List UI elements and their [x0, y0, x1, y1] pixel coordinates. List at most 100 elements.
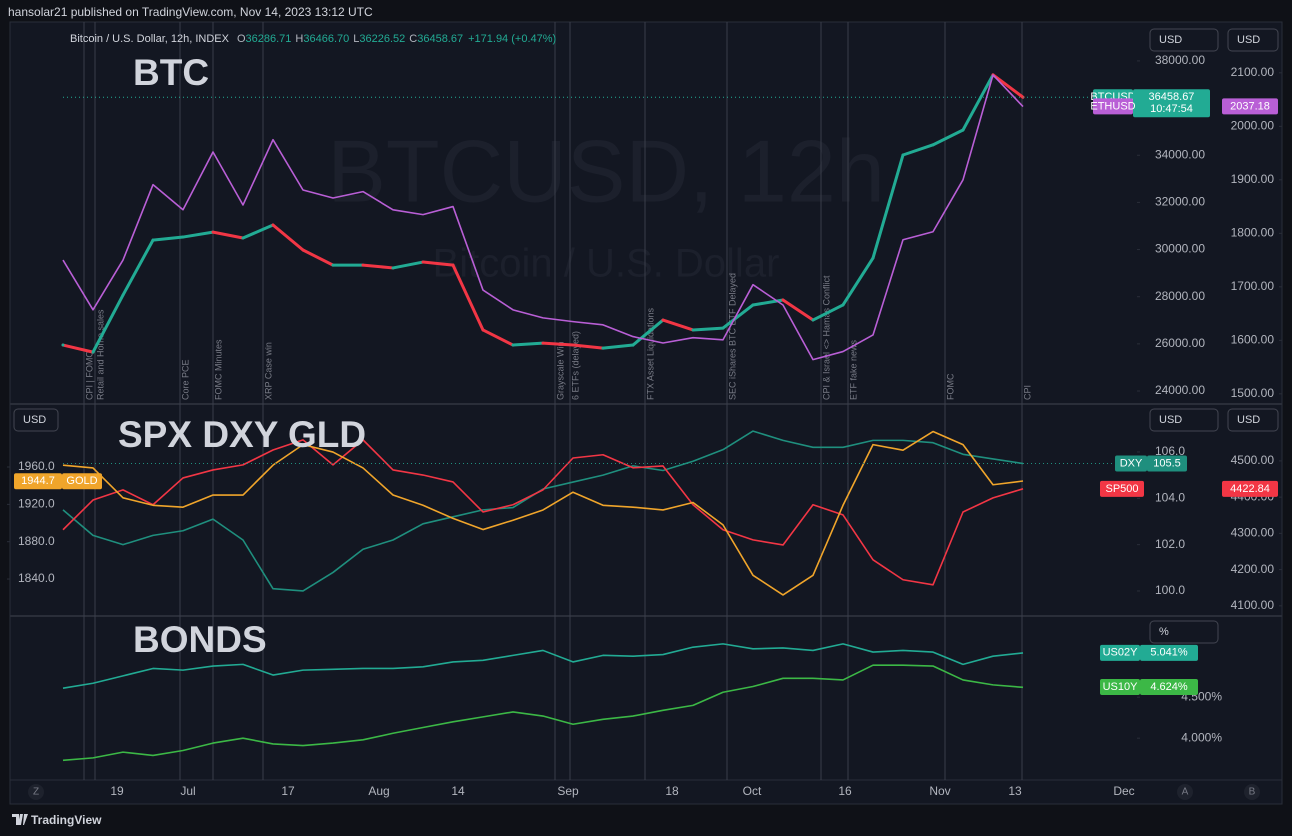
- y-tick-label: 26000.00: [1155, 336, 1205, 350]
- corner-button: [1244, 784, 1260, 800]
- price-segment: [241, 223, 275, 240]
- price-segment: [991, 73, 1025, 99]
- corner-button: [28, 784, 44, 800]
- series-line: [62, 664, 1024, 762]
- x-tick-label: 16: [838, 784, 852, 798]
- tag-value: 1944.7: [21, 475, 55, 487]
- y-tick-label: 100.0: [1155, 583, 1185, 597]
- pane-title: BTC: [133, 52, 209, 93]
- corner-button-label: B: [1249, 787, 1256, 798]
- watermark-subtitle: Bitcoin / U.S. Dollar: [433, 242, 780, 286]
- event-label: FOMC: [945, 373, 955, 400]
- tag-value: 105.5: [1153, 457, 1181, 469]
- legend-item: L: [353, 33, 359, 45]
- price-segment: [91, 293, 125, 354]
- price-segment: [961, 73, 995, 132]
- event-label: Grayscale Win: [555, 341, 565, 400]
- tag-value: 36458.67: [1149, 91, 1195, 103]
- price-segment: [691, 326, 725, 332]
- y2-tick-label: 1600.00: [1231, 333, 1275, 347]
- y-tick-label: 34000.00: [1155, 147, 1205, 161]
- publisher: hansolar21 published on TradingView.com,…: [8, 5, 373, 19]
- x-tick-label: Sep: [557, 784, 579, 798]
- y3-tick-label: 1880.0: [18, 534, 55, 548]
- y2-tick-label: 1700.00: [1231, 279, 1275, 293]
- y3-tick-label: 1840.0: [18, 571, 55, 585]
- price-segment: [781, 298, 815, 322]
- x-tick-label: Nov: [929, 784, 950, 798]
- legend-item: +171.94 (+0.47%): [468, 33, 556, 45]
- corner-button-label: Z: [33, 787, 39, 798]
- unit-label: USD: [1237, 34, 1260, 46]
- event-label: XRP Case win: [263, 342, 273, 400]
- price-segment: [601, 343, 635, 350]
- tag-name: DXY: [1120, 457, 1143, 469]
- event-label: CPI & Israel <> Hamas Conflict: [821, 275, 831, 400]
- tag-name-box: [1100, 644, 1140, 661]
- price-segment: [451, 263, 485, 332]
- legend-item: O: [237, 33, 246, 45]
- chart-panel: [9, 21, 1283, 805]
- tag-value: 2037.18: [1230, 100, 1270, 112]
- price-segment: [181, 230, 215, 239]
- pane-title: SPX DXY GLD: [118, 414, 366, 455]
- legend-item: H: [295, 33, 303, 45]
- tag-value: 4422.84: [1230, 483, 1270, 495]
- price-segment: [661, 318, 695, 332]
- unit-label: USD: [1237, 414, 1260, 426]
- price-segment: [61, 343, 95, 354]
- legend-item: 36286.71: [246, 33, 292, 45]
- tag-name: ETHUSD: [1090, 100, 1135, 112]
- unit-button: [1149, 408, 1219, 432]
- tag-name-box: [1100, 480, 1144, 497]
- legend: Bitcoin / U.S. Dollar, 12h, INDEX O36286.…: [70, 33, 556, 45]
- price-segment: [301, 248, 335, 267]
- y2-tick-label: 1900.00: [1231, 172, 1275, 186]
- unit-label: USD: [23, 414, 46, 426]
- price-segment: [931, 128, 965, 147]
- price-segment: [841, 256, 875, 307]
- price-segment: [151, 235, 185, 242]
- tag-name-box: [1115, 455, 1147, 472]
- x-tick-label: 17: [281, 784, 295, 798]
- event-label: Core PCE: [180, 359, 190, 400]
- pane-title: BONDS: [133, 619, 267, 660]
- event-label: CPI | FOMC: [84, 351, 94, 400]
- y2-tick-label: 2100.00: [1231, 65, 1275, 79]
- price-segment: [871, 153, 905, 260]
- event-label: ETF fake news: [848, 339, 858, 400]
- x-tick-label: Jul: [180, 784, 195, 798]
- legend-item: 36226.52: [359, 33, 405, 45]
- watermark: BTCUSD, 12h: [327, 121, 885, 220]
- y2-tick-label: 4300.00: [1231, 526, 1275, 540]
- corner-button: [1177, 784, 1193, 800]
- price-segment: [811, 303, 845, 322]
- unit-label: USD: [1159, 34, 1182, 46]
- tag-name: GOLD: [66, 475, 97, 487]
- unit-label: USD: [1159, 414, 1182, 426]
- countdown: 10:47:54: [1150, 103, 1193, 115]
- y-tick-label: 106.0: [1155, 444, 1185, 458]
- event-label: 6 ETFs (delayed): [570, 331, 580, 400]
- unit-button: [1227, 408, 1279, 432]
- x-tick-label: Dec: [1113, 784, 1134, 798]
- unit-button: [13, 408, 59, 432]
- tag-name: SP500: [1105, 483, 1138, 495]
- y2-tick-label: 1500.00: [1231, 386, 1275, 400]
- price-segment: [901, 143, 935, 157]
- unit-button: [1227, 28, 1279, 52]
- legend-item: Bitcoin / U.S. Dollar, 12h, INDEX: [70, 33, 230, 45]
- event-label: Retail and Home sales: [95, 309, 105, 400]
- x-tick-label: 18: [665, 784, 679, 798]
- x-tick-label: 13: [1008, 784, 1022, 798]
- legend-item: 36466.70: [303, 33, 349, 45]
- unit-button: [1149, 28, 1219, 52]
- y2-tick-label: 4200.00: [1231, 562, 1275, 576]
- y2-tick-label: 1800.00: [1231, 226, 1275, 240]
- y3-tick-label: 1960.0: [18, 459, 55, 473]
- series-line: [62, 643, 1024, 689]
- price-segment: [211, 230, 245, 240]
- brand-logo: [12, 814, 28, 825]
